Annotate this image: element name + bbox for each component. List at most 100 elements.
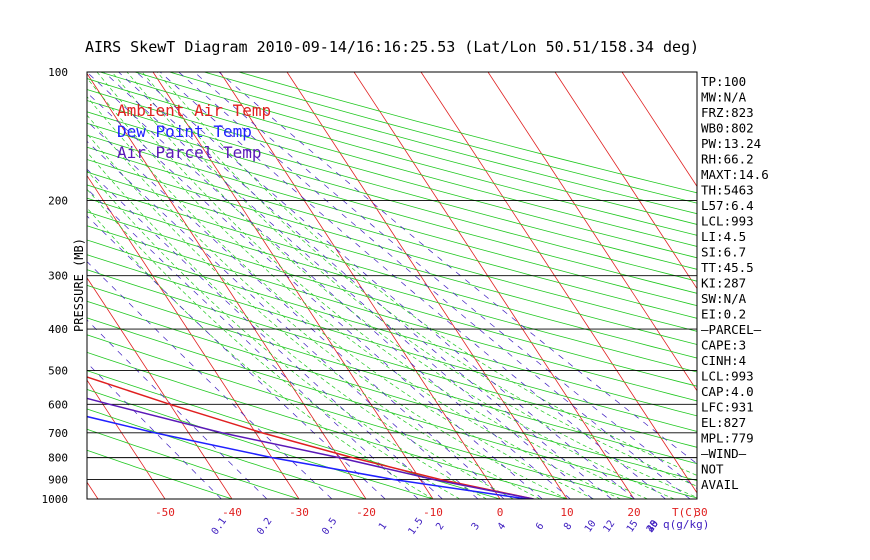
stat-item: AVAIL [701, 477, 739, 492]
dry-adiabat-line [87, 146, 697, 319]
series-line [87, 376, 534, 499]
stat-item: TP:100 [701, 74, 746, 89]
stat-item: EI:0.2 [701, 307, 746, 322]
y-tick-label: 100 [48, 66, 68, 79]
moist-adiabat-line [87, 188, 460, 499]
mixing-ratio-unit-label: q(g/kg) [663, 518, 709, 531]
dry-adiabat-line [87, 254, 697, 432]
bottom-temp-tick-label: 10 [560, 506, 573, 519]
stat-item: LCL:993 [701, 214, 754, 229]
mixing-ratio-tick-label: 0.2 [255, 516, 274, 537]
moist-adiabat-line [87, 170, 487, 499]
stat-item: LCL:993 [701, 369, 754, 384]
dry-adiabat-line [87, 428, 300, 499]
stat-item: SW:N/A [701, 291, 747, 306]
stat-item: TH:5463 [701, 183, 754, 198]
dry-adiabat-line [87, 317, 697, 499]
mixing-ratio-tick-label: 0.1 [210, 516, 229, 537]
moist-adiabat-line [87, 114, 568, 499]
dry-adiabat-line [87, 239, 697, 417]
series-line [87, 397, 534, 499]
bottom-temp-tick-label: -20 [356, 506, 376, 519]
y-tick-label: 300 [48, 270, 68, 283]
mixing-ratio-tick-label: 6 [534, 521, 546, 532]
dry-adiabat-line [87, 171, 697, 345]
y-tick-label: 500 [48, 364, 68, 377]
dry-adiabat-line [87, 197, 697, 373]
dry-adiabat-line [87, 134, 697, 307]
bottom-temp-tick-label: -50 [155, 506, 175, 519]
dry-adiabat-line [169, 72, 697, 215]
mixing-ratio-tick-label: 10 [583, 518, 599, 534]
y-tick-label: 200 [48, 195, 68, 208]
y-axis-ticks: 100 200 300 400 500 600 700 800 900 1000 [42, 66, 69, 506]
dry-adiabat-line [87, 408, 367, 499]
stat-item: KI:287 [701, 276, 746, 291]
dry-adiabat-line [87, 334, 635, 499]
mixing-ratio-tick-label: 15 [625, 518, 641, 534]
stat-item: PW:13.24 [701, 136, 761, 151]
dry-adiabat-line [87, 211, 697, 387]
moist-adiabat-line [126, 72, 697, 498]
series-line [87, 415, 527, 499]
mixing-ratio-line [87, 72, 571, 499]
isotherm-line [87, 174, 300, 499]
y-tick-label: 600 [48, 398, 68, 411]
stat-item: —PARCEL— [701, 322, 762, 337]
stat-item: EL:827 [701, 415, 746, 430]
dry-adiabat-line [238, 72, 697, 194]
dry-adiabat-line [87, 284, 697, 465]
mixing-ratio-line [87, 215, 386, 499]
mixing-ratio-tick-label: 8 [562, 521, 574, 532]
moist-adiabat-line [87, 133, 541, 499]
isotherm-line [554, 72, 697, 290]
isotherm-line [621, 72, 697, 188]
stat-item: TT:45.5 [701, 260, 754, 275]
dry-adiabat-line [87, 225, 697, 402]
mixing-ratio-tick-label: 4 [496, 521, 508, 532]
dry-adiabat-line [87, 78, 697, 247]
isotherm-line [487, 72, 697, 392]
bottom-temp-tick-label: -40 [222, 506, 242, 519]
stat-item: FRZ:823 [701, 105, 754, 120]
stat-item: CAPE:3 [701, 338, 746, 353]
chart-title: AIRS SkewT Diagram 2010-09-14/16:16:25.5… [85, 38, 699, 56]
mixing-ratio-tick-label: 40 [645, 518, 661, 534]
bottom-temp-tick-label: 30 [694, 506, 707, 519]
mixing-ratio-line [159, 72, 666, 499]
mixing-ratio-line [87, 92, 543, 499]
legend: Ambient Air Temp Dew Point Temp Air Parcel… [117, 101, 271, 162]
grid-lines [0, 72, 697, 499]
dry-adiabat-line [87, 351, 568, 499]
moist-adiabat-line [156, 72, 697, 476]
stat-item: MW:N/A [701, 90, 747, 105]
stat-item: SI:6.7 [701, 245, 746, 260]
dry-adiabat-line [204, 72, 697, 204]
stats-panel: TP:100MW:N/AFRZ:823WB0:802PW:13.24RH:66.… [701, 74, 769, 492]
legend-entry: Dew Point Temp [117, 122, 252, 141]
bottom-temp-tick-label: 0 [497, 506, 504, 519]
mixing-ratio-line [218, 72, 697, 465]
isotherm-line [0, 72, 31, 499]
moist-adiabat-line [96, 72, 648, 499]
stat-item: NOT [701, 462, 724, 477]
legend-entry: Air Parcel Temp [117, 143, 262, 162]
stat-item: LI:4.5 [701, 229, 746, 244]
dry-adiabat-line [87, 89, 697, 259]
moist-adiabat-line [87, 207, 434, 499]
bottom-temp-tick-label: -30 [289, 506, 309, 519]
temp-unit-label: T(C) [672, 506, 699, 519]
mixing-ratio-line [87, 319, 268, 499]
mixing-ratio-tick-label: 1.5 [406, 516, 425, 537]
stat-item: —WIND— [701, 446, 747, 461]
mixing-ratio-tick-label: 2 [434, 521, 446, 532]
data-series [87, 376, 534, 499]
mixing-ratio-line [87, 261, 333, 499]
dry-adiabat-line [87, 100, 697, 270]
stat-item: MPL:779 [701, 431, 754, 446]
mixing-ratio-tick-label: 3 [470, 521, 482, 532]
stat-item: CAP:4.0 [701, 384, 754, 399]
mixing-ratio-tick-label: 12 [601, 518, 617, 534]
moist-adiabat-line [87, 96, 594, 499]
y-tick-label: 700 [48, 427, 68, 440]
